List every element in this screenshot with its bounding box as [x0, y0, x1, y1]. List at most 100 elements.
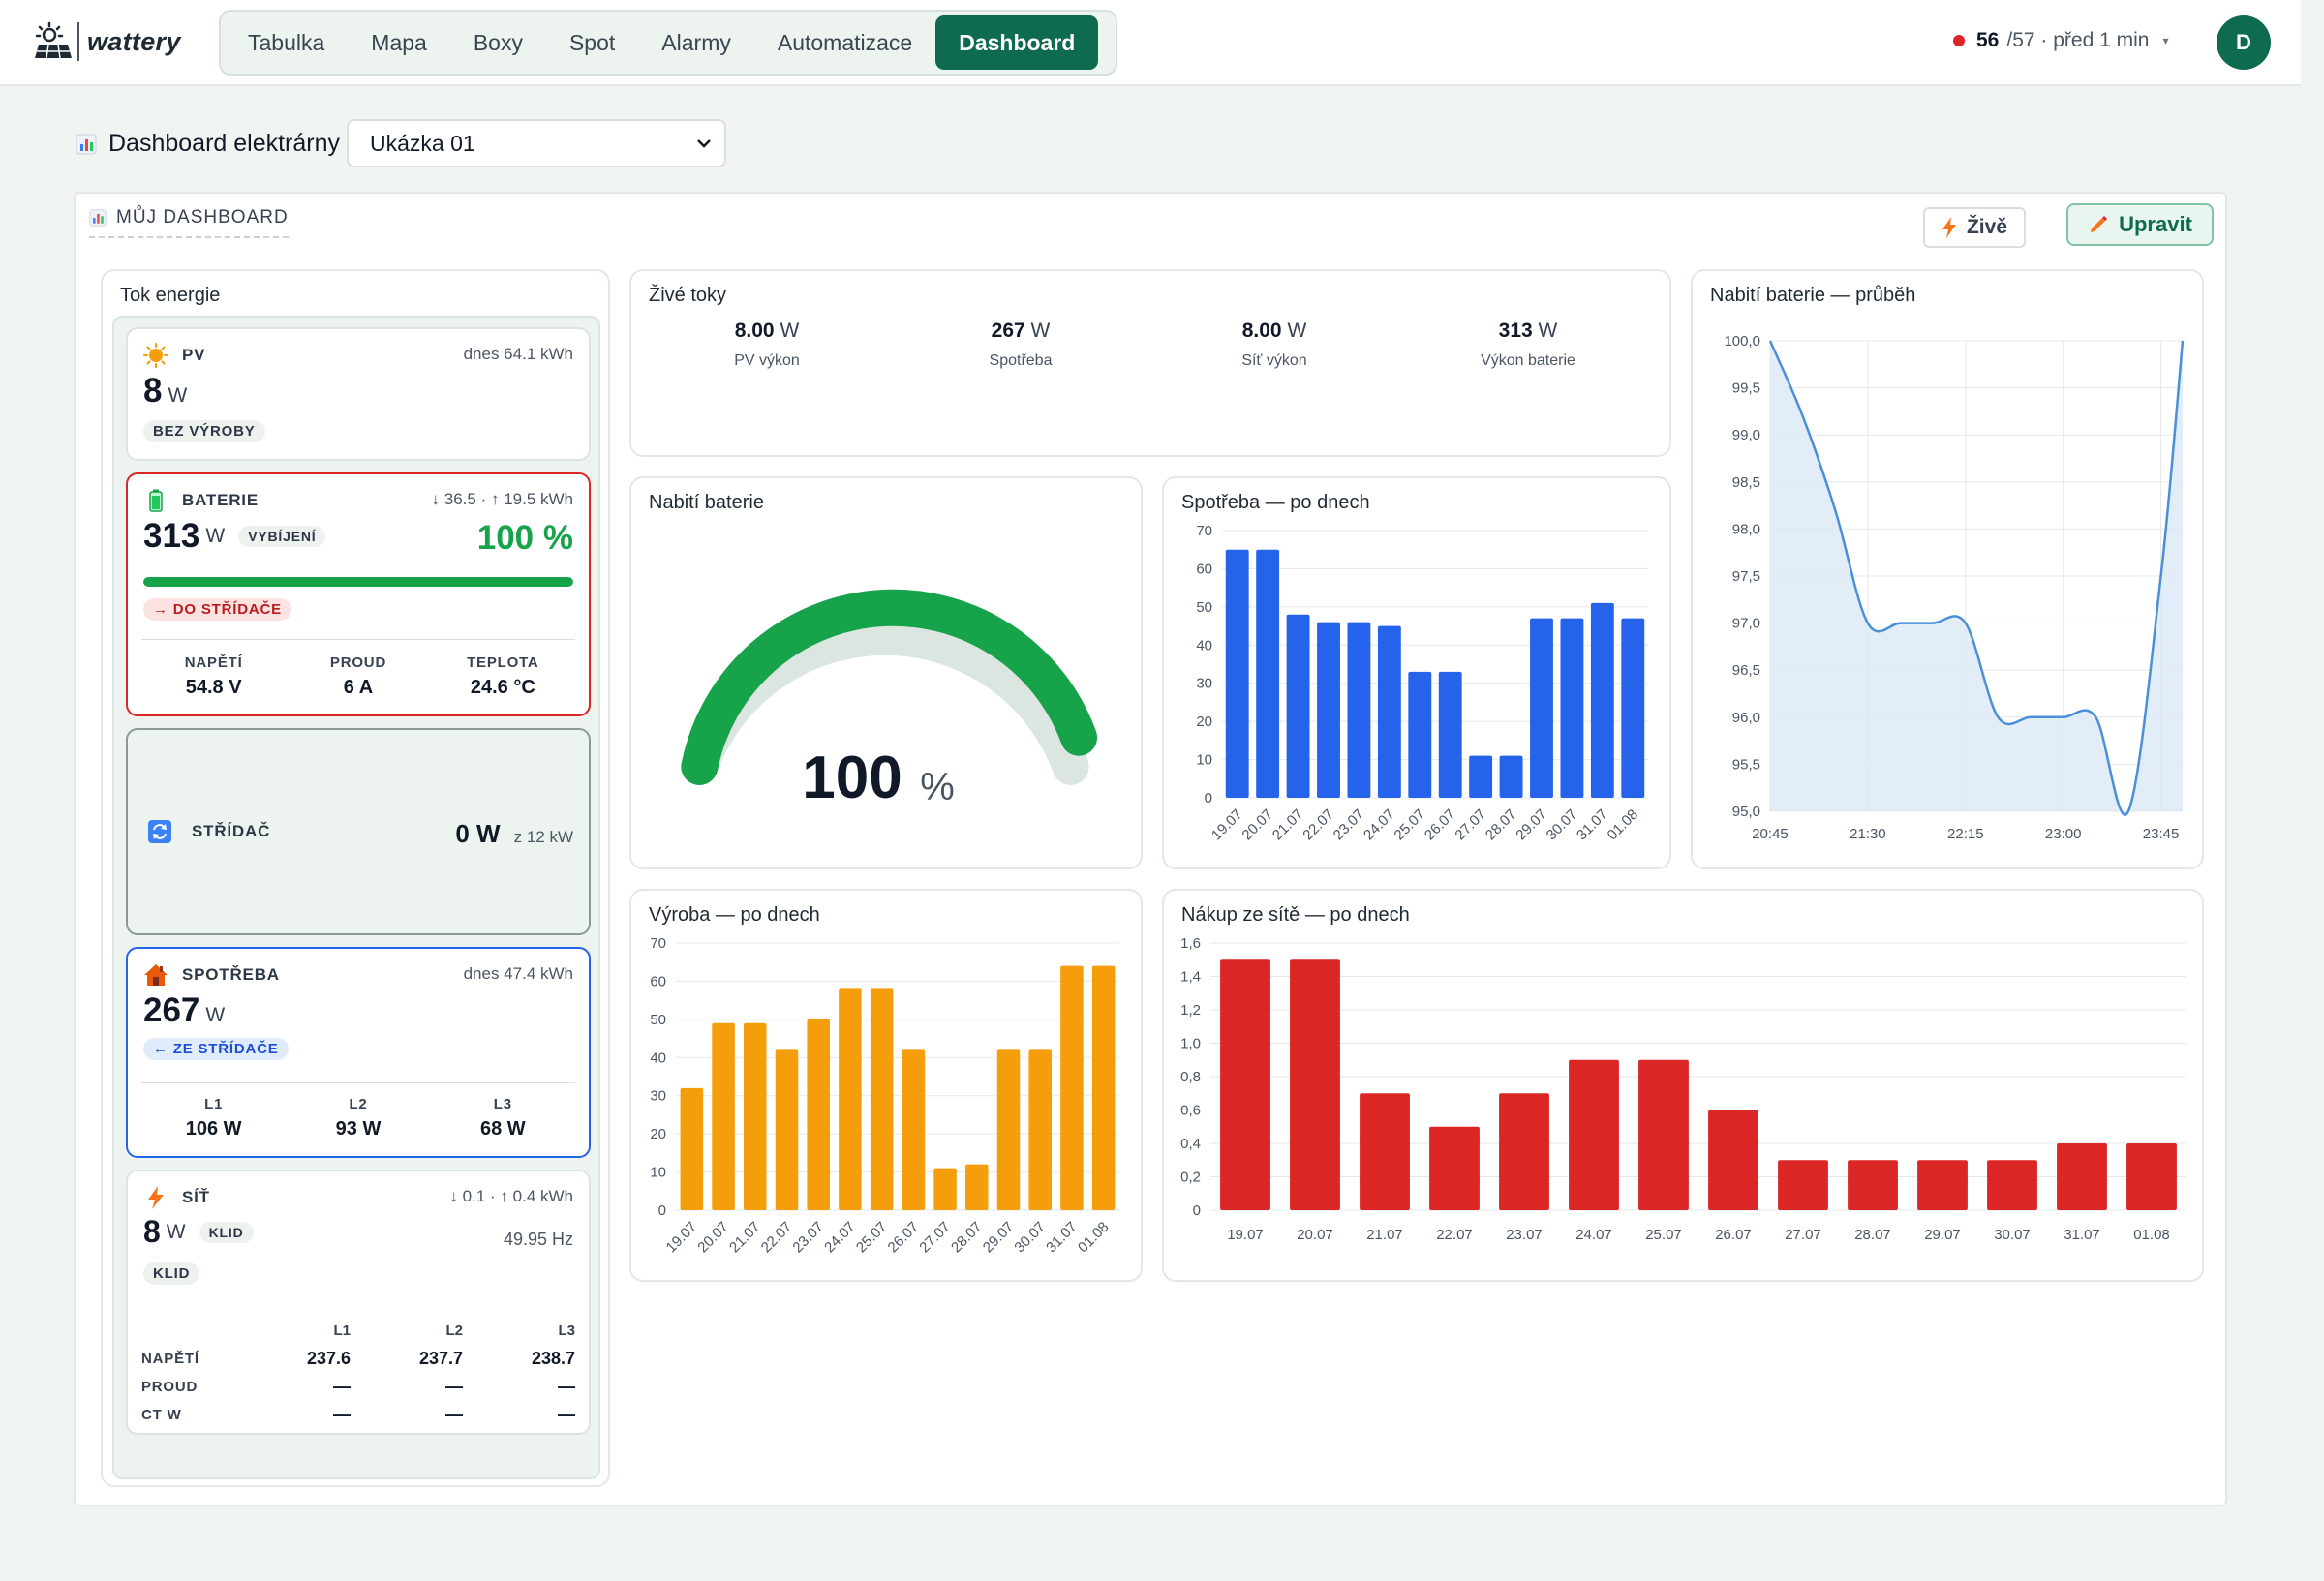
nav-tabulka[interactable]: Tabulka	[248, 29, 325, 55]
x-tick-label: 28.07	[948, 1219, 986, 1257]
user-avatar[interactable]: D	[2217, 15, 2271, 70]
table-row: CT W — — —	[141, 1401, 575, 1429]
battery-node[interactable]: BATERIE ↓ 36.5 · ↑ 19.5 kWh 313 W VYBÍJEN…	[126, 472, 591, 716]
y-tick-label: 0,2	[1180, 1170, 1201, 1186]
battery-soc-fill	[143, 577, 573, 587]
consumption-header: SPOTŘEBA	[143, 962, 280, 988]
page-title-text: Dashboard elektrárny	[108, 130, 341, 157]
y-tick-label: 1,6	[1180, 935, 1201, 952]
y-tick-label: 0,8	[1180, 1069, 1201, 1085]
x-tick-label: 25.07	[1391, 806, 1429, 844]
live-value: 313 W	[1422, 319, 1635, 343]
area-fill	[1770, 341, 2183, 815]
gauge-unit: %	[920, 766, 955, 808]
nav-alarmy[interactable]: Alarmy	[661, 29, 731, 55]
divider	[141, 639, 575, 640]
logo-divider	[77, 22, 79, 61]
bar	[807, 1019, 830, 1210]
nav-dashboard[interactable]: Dashboard	[935, 15, 1099, 70]
bar	[680, 1087, 704, 1210]
live-button[interactable]: Živě	[1923, 207, 2026, 248]
table-header-cell: L3	[558, 1323, 575, 1339]
bar	[1286, 614, 1310, 798]
divider	[141, 1082, 575, 1083]
consumption-phases: L1 106 W L2 93 W L3 68 W	[141, 1096, 575, 1140]
table-row: NAPĚTÍ 237.6 237.7 238.7	[141, 1345, 575, 1373]
consumption-node[interactable]: SPOTŘEBA dnes 47.4 kWh 267 W ← ZE STŘÍDAČ…	[126, 947, 591, 1158]
board-title-text: MŮJ DASHBOARD	[116, 207, 289, 228]
nav-boxy[interactable]: Boxy	[473, 29, 523, 55]
live-label: Výkon baterie	[1481, 352, 1575, 369]
bar	[1360, 1093, 1410, 1210]
x-tick-label: 22.07	[1300, 806, 1337, 844]
chart-title: Nabití baterie — průběh	[1710, 285, 1916, 306]
bar	[965, 1164, 989, 1210]
grid-purchase-bar-chart: 0 0,2 0,4 0,6 0,8 1,0 1,2 1,4 1,6 19.07 20.07 21.07…	[1180, 935, 2186, 1243]
nav-mapa[interactable]: Mapa	[371, 29, 427, 55]
battery-soc: 100 %	[476, 519, 573, 557]
y-tick-label: 1,4	[1180, 969, 1201, 986]
y-tick-label: 50	[1196, 599, 1212, 616]
x-tick-label: 01.08	[2133, 1227, 2170, 1243]
edit-button[interactable]: Upravit	[2066, 203, 2214, 246]
consumption-power-value: 267	[143, 991, 200, 1029]
y-tick-label: 0	[1205, 790, 1212, 806]
nav-spot[interactable]: Spot	[568, 29, 616, 55]
bar	[1708, 1110, 1758, 1210]
bar	[1290, 959, 1340, 1210]
pencil-icon	[2091, 216, 2108, 232]
y-tick-label: 0	[658, 1202, 666, 1219]
y-tick-label: 98,0	[1732, 521, 1760, 537]
phase-label: L1	[204, 1096, 224, 1112]
bar	[1530, 618, 1553, 798]
bar	[996, 1049, 1021, 1210]
online-status[interactable]: 56 /57 · před 1 min ▾	[1953, 29, 2168, 52]
battery-current-label: PROUD	[329, 654, 387, 671]
y-tick-label: 40	[1196, 637, 1212, 654]
board-title[interactable]: MŮJ DASHBOARD	[89, 207, 289, 238]
online-count: 56	[1976, 29, 2000, 51]
live-value-number: 8.00	[734, 319, 775, 342]
x-tick-label: 28.07	[1483, 806, 1520, 844]
grid-phase-table: L1 L2 L3 NAPĚTÍ 237.6 237.7 238.7 PROUD …	[141, 1317, 575, 1429]
x-tick-label: 22.07	[758, 1219, 796, 1257]
phase-value: 106 W	[185, 1118, 242, 1140]
x-tick-label: 20.07	[1297, 1227, 1333, 1243]
bar	[1987, 1160, 2037, 1210]
battery-temperature-value: 24.6 °C	[470, 677, 535, 698]
consumption-power-unit: W	[205, 1004, 226, 1026]
bar	[870, 988, 894, 1210]
battery-gauge: 100 %	[681, 589, 1098, 811]
x-tick-label: 01.08	[1605, 806, 1642, 844]
inverter-node[interactable]: STŘÍDAČ 0 W z 12 kW	[126, 728, 591, 935]
table-cell: 237.6	[306, 1349, 351, 1368]
x-tick-label: 29.07	[980, 1219, 1018, 1257]
battery-icon	[149, 489, 163, 512]
live-value-unit: W	[1538, 319, 1558, 342]
x-tick-label: 26.07	[1422, 806, 1459, 844]
battery-power-value: 313	[143, 517, 200, 555]
live-value-number: 313	[1498, 319, 1533, 342]
y-tick-label: 95,5	[1732, 756, 1760, 773]
y-tick-label: 0,6	[1180, 1103, 1201, 1119]
logo[interactable]: wattery	[33, 21, 181, 62]
pv-power-unit: W	[168, 384, 188, 407]
table-row: PROUD — — —	[141, 1373, 575, 1401]
battery-label: BATERIE	[182, 491, 259, 509]
table-cell: —	[445, 1377, 463, 1396]
y-tick-label: 70	[1196, 523, 1212, 539]
edit-button-label: Upravit	[2119, 212, 2192, 236]
table-cell: 237.7	[418, 1349, 463, 1368]
table-cell: —	[558, 1377, 575, 1396]
battery-stats: NAPĚTÍ 54.8 V PROUD 6 A TEPLOTA 24.6 °C	[141, 654, 575, 699]
y-tick-label: 0	[1193, 1202, 1201, 1219]
x-tick-label: 25.07	[1645, 1227, 1682, 1243]
nav-automatizace[interactable]: Automatizace	[777, 29, 913, 55]
page-title: Dashboard elektrárny	[76, 130, 340, 158]
plant-select[interactable]: Ukázka 01	[347, 119, 726, 167]
bar	[1347, 622, 1371, 798]
